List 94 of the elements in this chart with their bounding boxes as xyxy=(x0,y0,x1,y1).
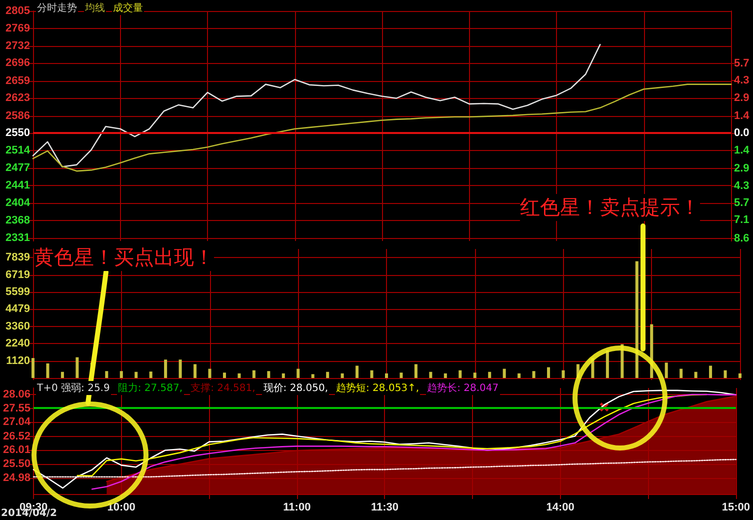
bar xyxy=(164,360,168,378)
y-tick-label: 2477 xyxy=(6,162,30,174)
bar xyxy=(429,372,432,378)
bar xyxy=(635,261,638,378)
y-tick-label: 28.06 xyxy=(2,388,31,401)
y2-tick-label: 4.3 xyxy=(734,74,750,87)
y2-tick-label: 5.7 xyxy=(734,196,750,209)
bar xyxy=(724,370,727,378)
bar xyxy=(282,373,285,378)
bar xyxy=(370,370,374,378)
bar xyxy=(502,368,506,378)
y2-tick-label: 1.4 xyxy=(734,144,750,156)
bar xyxy=(709,366,712,378)
bar xyxy=(488,372,492,378)
y-tick-label: 24.98 xyxy=(2,472,31,484)
y-tick-label: 2331 xyxy=(6,232,30,244)
bar xyxy=(222,372,226,378)
y-tick-label: 2514 xyxy=(6,144,31,156)
y-tick-label: 26.01 xyxy=(2,444,31,456)
y-tick-label: 2805 xyxy=(6,5,30,17)
bar xyxy=(267,371,270,378)
text: 支撑: 24.581, xyxy=(190,381,256,395)
y2-tick-label: 7.1 xyxy=(734,214,750,226)
y2-tick-label: 4.3 xyxy=(734,180,750,192)
bar xyxy=(694,372,698,378)
bar xyxy=(238,373,241,378)
y-tick-label: 2586 xyxy=(6,110,30,122)
y-tick-label: 2368 xyxy=(6,214,30,226)
ref-line-label: 阻力: 27.587, xyxy=(116,381,184,395)
x-tick-label: 15:00 xyxy=(722,502,750,514)
bar xyxy=(32,358,34,378)
text: 趋势长: 28.047 xyxy=(426,381,500,395)
y2-tick-label: 5.7 xyxy=(734,58,750,70)
y-tick-label: 25.50 xyxy=(2,458,31,470)
y-tick-label: 4479 xyxy=(6,303,30,316)
y-tick-label: 2404 xyxy=(6,197,31,210)
y-tick-label: 27.04 xyxy=(2,416,32,428)
bar xyxy=(76,357,79,378)
y-tick-label: 2769 xyxy=(6,22,30,34)
bar xyxy=(194,364,197,378)
bar xyxy=(680,368,683,378)
bar xyxy=(149,372,152,378)
bar xyxy=(340,373,344,378)
y-tick-label: 3360 xyxy=(6,320,30,332)
bar xyxy=(664,362,668,378)
bar xyxy=(444,373,447,378)
y-tick-label: 6719 xyxy=(6,268,30,281)
bar xyxy=(414,364,418,378)
bar xyxy=(458,370,462,378)
text: 均线 xyxy=(84,1,106,15)
line-series xyxy=(32,44,601,168)
x-tick-label: 11:00 xyxy=(283,502,311,514)
text: 趋势短: 28.053↑, xyxy=(335,381,420,395)
y2-tick-label: 2.9 xyxy=(734,162,750,175)
y-tick-label: 2441 xyxy=(6,179,30,192)
y-tick-label: 27.55 xyxy=(2,402,31,414)
annotation: 黄色星！买点出现！ xyxy=(34,244,214,271)
y-tick-label: 1120 xyxy=(6,354,30,367)
bar xyxy=(105,371,108,378)
y-tick-label: 2623 xyxy=(6,92,30,104)
chart-title: 分时走势 xyxy=(36,1,78,15)
y-tick-label: 2240 xyxy=(6,338,30,350)
y2-tick-label: 1.4 xyxy=(734,110,750,122)
bar xyxy=(356,366,359,378)
y2-tick-label: 8.6 xyxy=(734,232,750,244)
bar xyxy=(518,373,521,378)
y-tick-label: 5599 xyxy=(6,286,30,298)
bar xyxy=(326,372,330,378)
y-tick-label: 7839 xyxy=(6,252,30,264)
text: 2014/04/2 xyxy=(1,508,58,519)
y2-tick-label: 2.9 xyxy=(734,92,750,104)
bar xyxy=(134,372,138,378)
y2-tick-label: 0.0 xyxy=(734,127,750,140)
y-tick-label: 2659 xyxy=(6,74,30,87)
bar xyxy=(311,374,314,378)
bar xyxy=(606,350,609,378)
bar xyxy=(60,372,64,378)
x-tick-label: 14:00 xyxy=(546,502,574,514)
y-tick-label: 2732 xyxy=(6,40,30,52)
bar xyxy=(400,372,403,378)
annotation: 红色星！卖点提示！ xyxy=(520,194,700,221)
y-tick-label: 2696 xyxy=(6,57,30,70)
y-tick-label: 26.52 xyxy=(2,430,31,442)
bar xyxy=(252,370,256,378)
annotation: 成交量 xyxy=(112,1,144,15)
x-tick-label: 11:30 xyxy=(370,502,398,514)
annotation: T+0 强弱: 25.9 xyxy=(36,381,111,395)
bar xyxy=(547,367,550,378)
y-tick-label: 2550 xyxy=(6,127,30,140)
bar xyxy=(178,360,182,378)
text: 现价: 28.050, xyxy=(262,381,329,395)
x-tick-label: 10:00 xyxy=(107,502,136,514)
bar xyxy=(46,363,50,378)
bar xyxy=(532,371,536,378)
